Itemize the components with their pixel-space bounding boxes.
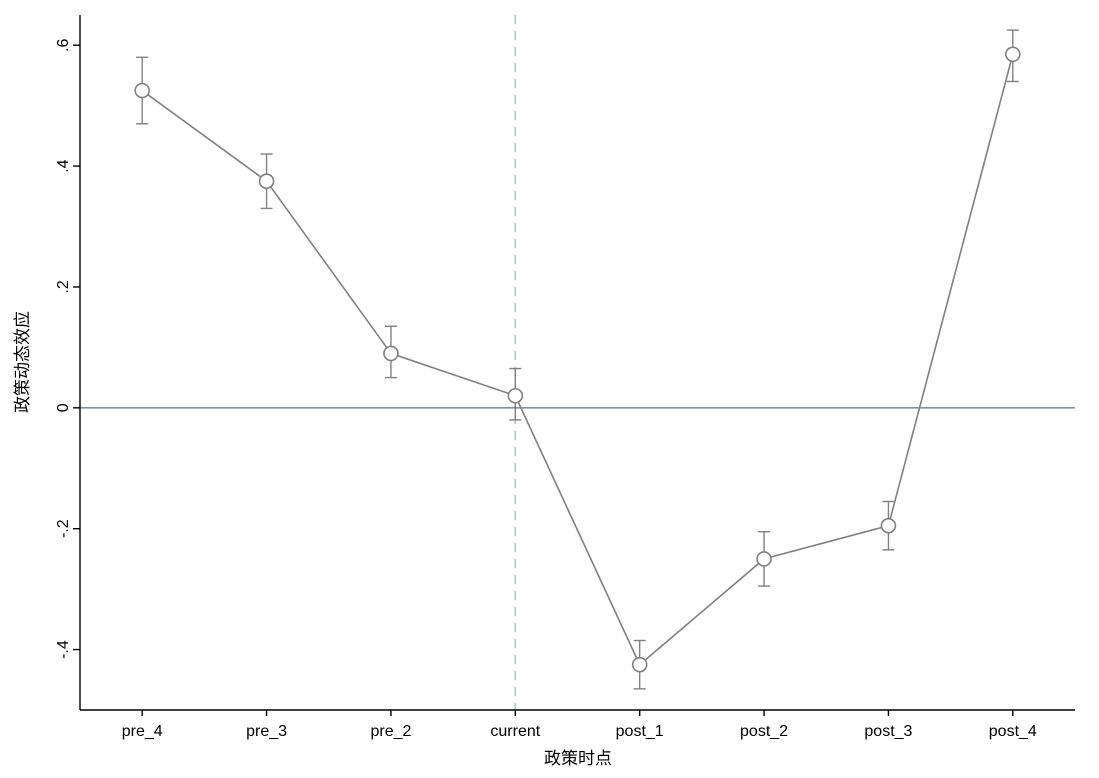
x-tick-label: pre_4: [122, 723, 163, 740]
data-point-marker: [631, 656, 648, 673]
y-tick-label: -.4: [55, 640, 72, 659]
series-line: [141, 54, 1014, 666]
x-tick-label: pre_2: [370, 723, 411, 740]
y-tick-label: .6: [55, 38, 72, 51]
x-tick-label: post_1: [616, 723, 664, 740]
x-tick-label: post_3: [864, 723, 912, 740]
data-point-marker: [258, 173, 275, 189]
data-point-marker: [880, 517, 897, 534]
y-tick-label: .2: [55, 280, 72, 293]
y-axis-title: 政策动态效应: [13, 311, 32, 413]
data-point-marker: [1005, 46, 1021, 63]
data-point-marker: [383, 345, 399, 362]
data-point-marker: [507, 387, 524, 404]
data-point-marker: [134, 82, 150, 99]
y-tick-label: .4: [55, 159, 72, 172]
x-axis-title: 政策时点: [544, 749, 612, 768]
data-point-marker: [756, 551, 772, 567]
y-tick-label: 0: [55, 403, 72, 412]
x-tick-label: post_4: [989, 723, 1037, 740]
x-tick-label: current: [490, 723, 540, 740]
x-tick-label: post_2: [740, 723, 788, 740]
y-tick-label: -.2: [55, 519, 72, 538]
x-tick-label: pre_3: [246, 723, 287, 740]
